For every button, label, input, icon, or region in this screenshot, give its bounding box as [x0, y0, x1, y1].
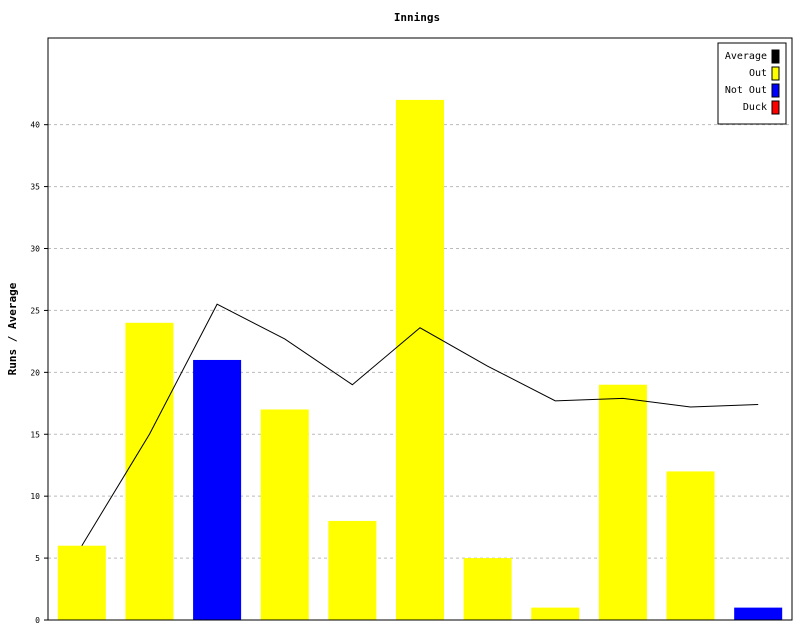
y-tick-label: 20: [30, 368, 40, 377]
legend-swatch: [771, 66, 780, 81]
bar: [598, 384, 647, 620]
y-tick-label: 15: [30, 430, 40, 439]
y-tick-label: 30: [30, 245, 40, 254]
bar: [328, 520, 377, 620]
y-tick-label: 40: [30, 121, 40, 130]
legend-swatch: [771, 49, 780, 64]
legend-label: Out: [749, 68, 767, 79]
y-tick-label: 10: [30, 492, 40, 501]
legend-swatch: [771, 100, 780, 115]
y-tick-label: 35: [30, 183, 40, 192]
plot-frame: [47, 37, 793, 621]
y-axis-label: Runs / Average: [6, 282, 19, 375]
legend-label: Average: [725, 51, 767, 62]
bars: [57, 99, 783, 620]
legend-label: Duck: [743, 102, 767, 113]
bar: [125, 322, 174, 620]
bar: [666, 471, 715, 620]
bar: [531, 607, 580, 620]
chart-title: Innings: [394, 11, 440, 24]
bar: [395, 99, 445, 620]
legend-label: Not Out: [725, 85, 767, 96]
bar: [193, 359, 242, 620]
legend: Average Out Not Out Duck: [717, 42, 787, 125]
bar: [734, 607, 783, 620]
bar: [57, 545, 106, 620]
bar: [463, 558, 512, 620]
y-tick-label: 0: [35, 616, 40, 625]
y-tick-label: 5: [35, 554, 40, 563]
bar: [260, 409, 309, 620]
y-tick-label: 25: [30, 306, 40, 315]
average-line: [81, 303, 759, 546]
legend-swatch: [771, 83, 780, 98]
y-axis-ticks: 0 5 10 15 20 25 30 35 40: [30, 121, 48, 625]
